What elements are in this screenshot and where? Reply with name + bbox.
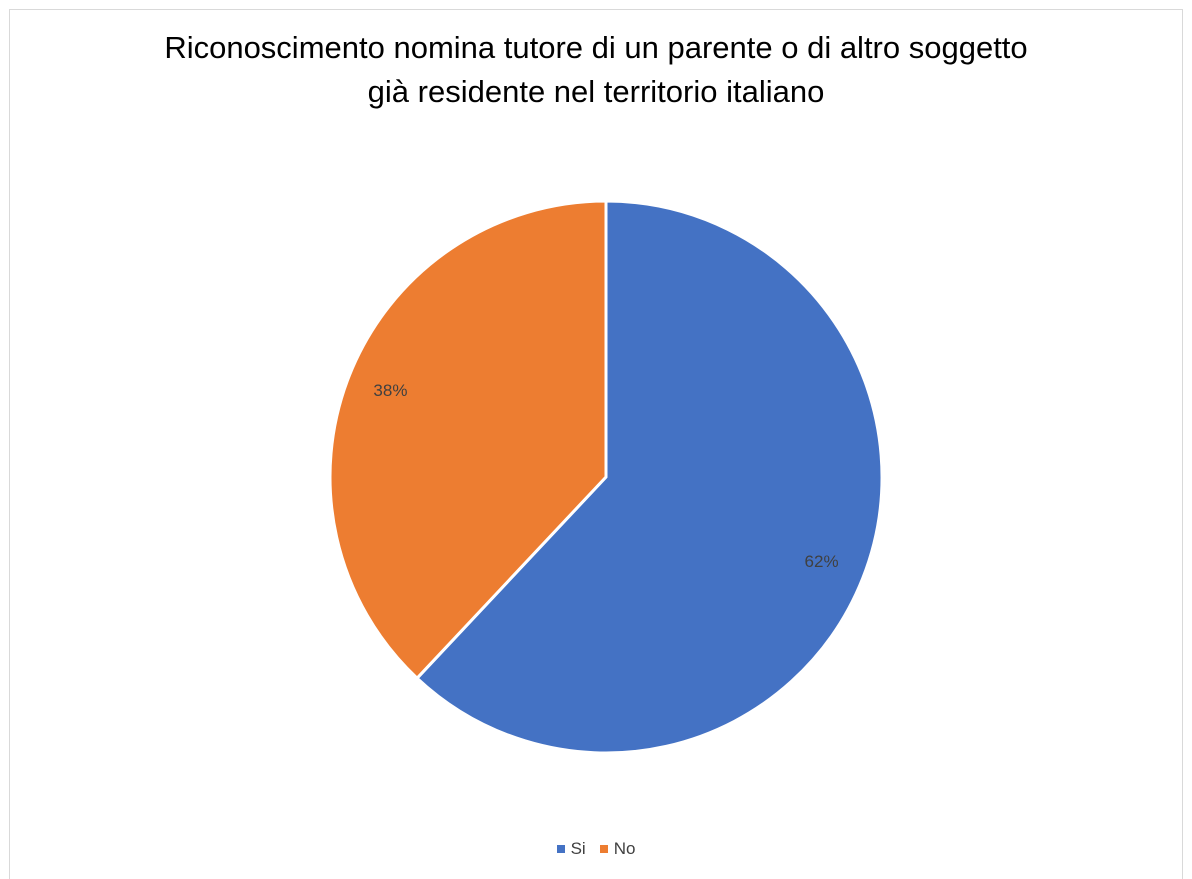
legend-item-no: No <box>599 839 636 859</box>
pie-data-labels: 62% 38% <box>373 381 838 571</box>
legend-swatch-si <box>556 845 565 853</box>
chart-title: Riconoscimento nomina tutore di un paren… <box>0 26 1192 114</box>
legend-label-no: No <box>613 839 636 858</box>
legend-item-si: Si <box>556 839 586 859</box>
legend-label-si: Si <box>570 839 586 858</box>
pie-slice-no <box>328 199 608 680</box>
data-label-no: 38% <box>373 381 407 400</box>
legend: Si No <box>0 839 1192 859</box>
legend-swatch-no <box>599 845 608 853</box>
chart-title-line-2: già residente nel territorio italiano <box>367 74 825 109</box>
data-label-si: 62% <box>805 552 839 571</box>
pie-slices <box>328 199 884 755</box>
pie-slice-si <box>415 199 884 755</box>
chart-title-line-1: Riconoscimento nomina tutore di un paren… <box>164 30 1028 65</box>
